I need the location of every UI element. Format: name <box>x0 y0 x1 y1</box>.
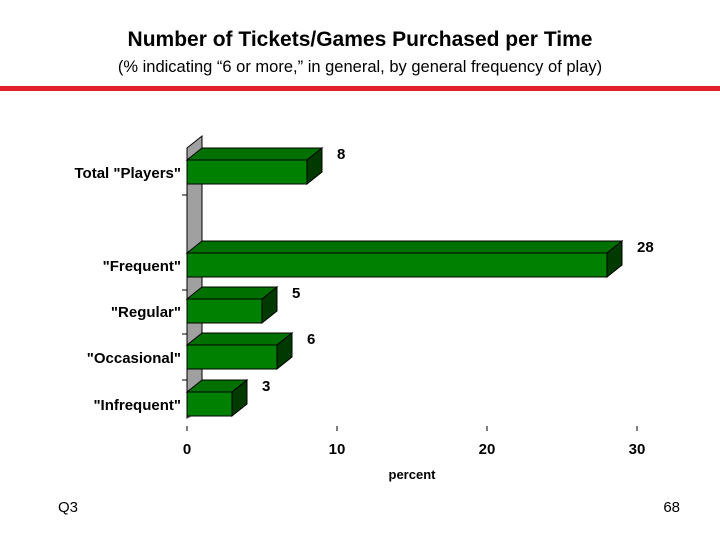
bar <box>185 285 279 325</box>
bar-side-face <box>276 331 293 371</box>
bar-top-face <box>185 332 294 346</box>
x-axis-title: percent <box>389 467 437 482</box>
bar-front-face <box>186 252 608 278</box>
data-label: 5 <box>292 285 300 302</box>
bar-front-face <box>186 344 278 370</box>
bar <box>185 146 324 186</box>
category-label: "Regular" <box>111 304 181 321</box>
bar <box>185 378 249 418</box>
category-label: "Frequent" <box>103 258 181 275</box>
bar <box>185 239 624 279</box>
bar-side-face <box>231 378 248 418</box>
x-tick-label: 10 <box>329 441 346 458</box>
category-label: Total "Players" <box>75 165 182 182</box>
chart-subtitle: (% indicating “6 or more,” in general, b… <box>117 58 603 76</box>
data-label: 3 <box>262 378 270 395</box>
red-divider <box>0 86 720 91</box>
x-tick-label: 20 <box>479 441 496 458</box>
x-tick-label: 30 <box>629 441 646 458</box>
question-label: Q3 <box>58 499 79 516</box>
data-label: 28 <box>637 239 654 256</box>
bar-side-face <box>261 285 278 325</box>
bar-side-face <box>306 146 323 186</box>
bar-front-face <box>186 298 263 324</box>
bar-front-face <box>186 159 308 185</box>
data-label: 8 <box>337 146 345 163</box>
bar-front-face <box>186 391 233 417</box>
page-number: 68 <box>663 499 680 516</box>
bar <box>185 331 294 371</box>
category-label: "Occasional" <box>87 350 181 367</box>
chart-title: Number of Tickets/Games Purchased per Ti… <box>127 28 593 51</box>
bar-top-face <box>185 240 624 254</box>
x-tick-label: 0 <box>183 441 191 458</box>
category-label: "Infrequent" <box>93 397 181 414</box>
data-label: 6 <box>307 331 315 348</box>
bar-side-face <box>606 239 623 279</box>
bar-top-face <box>185 147 324 161</box>
